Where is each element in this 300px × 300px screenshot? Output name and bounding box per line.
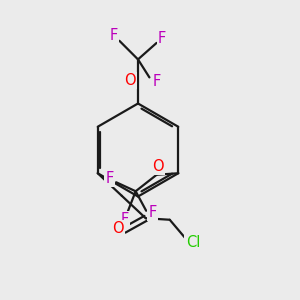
- Text: F: F: [148, 205, 157, 220]
- Text: F: F: [105, 171, 114, 186]
- Text: O: O: [124, 73, 135, 88]
- Text: Cl: Cl: [186, 235, 200, 250]
- Text: O: O: [112, 221, 124, 236]
- Text: F: F: [120, 212, 128, 227]
- Text: O: O: [152, 159, 164, 174]
- Text: F: F: [110, 28, 118, 43]
- Text: F: F: [153, 74, 161, 88]
- Text: F: F: [158, 31, 166, 46]
